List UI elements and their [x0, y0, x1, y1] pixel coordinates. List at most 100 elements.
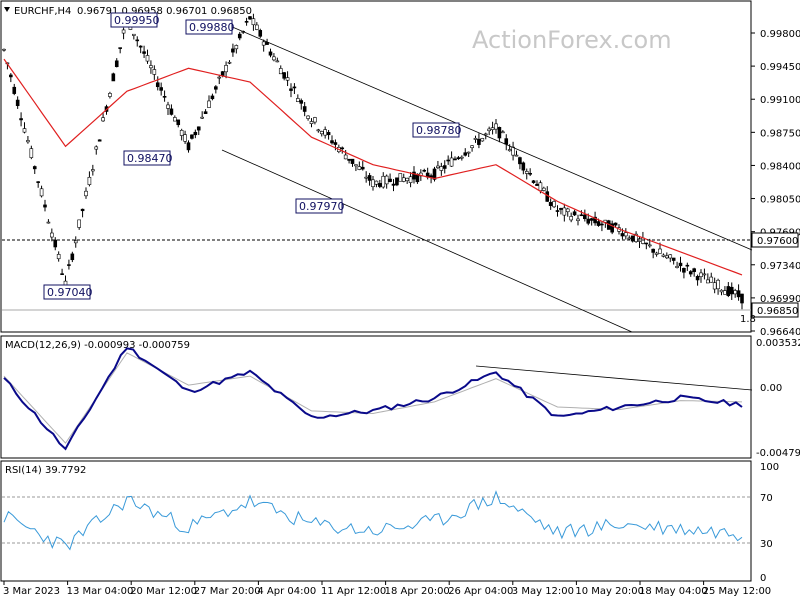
candle-body: [565, 208, 570, 213]
rsi-layer: [3, 490, 743, 551]
candle-body: [367, 175, 372, 181]
candle-body: [644, 242, 649, 245]
partial-label: 1.8: [740, 314, 756, 325]
candle-body: [210, 95, 215, 100]
rsi-tick-70: 70: [760, 493, 773, 504]
candle-body: [275, 60, 280, 63]
candle-body: [695, 276, 700, 281]
candle-body: [142, 51, 146, 54]
candle-body: [647, 244, 652, 247]
rsi-line: [3, 490, 743, 551]
candle-body: [733, 290, 737, 295]
candle-body: [388, 178, 392, 182]
candle-body: [101, 117, 105, 122]
macd-panel-frame: [0, 335, 752, 459]
collapse-arrow-icon[interactable]: [4, 7, 10, 12]
candle-body: [43, 204, 47, 208]
candle-body: [313, 117, 317, 123]
marker-0-97040: 0.97040: [43, 284, 93, 300]
candle-body: [671, 257, 676, 261]
candle-body: [272, 56, 276, 61]
candle-body: [231, 48, 235, 53]
candle-body: [634, 233, 638, 243]
candle-body: [80, 208, 85, 212]
candle-body: [661, 254, 666, 257]
candle-body: [196, 126, 201, 131]
marker-0-98780: 0.98780: [412, 122, 462, 138]
marker-label: 0.97970: [299, 200, 345, 213]
candle-body: [12, 86, 17, 94]
candle-body: [29, 148, 34, 158]
candle-body: [456, 157, 461, 160]
candle-body: [685, 264, 690, 267]
candle-body: [473, 137, 478, 140]
candle-body: [514, 154, 519, 157]
marker-0-99880: 0.99880: [185, 19, 235, 35]
candle-body: [354, 164, 358, 167]
candle-body: [179, 130, 184, 136]
candle-body: [548, 202, 553, 206]
candle-body: [56, 254, 61, 260]
candle-body: [712, 282, 717, 290]
candle-body: [593, 216, 597, 224]
candle-body: [716, 279, 720, 290]
candle-body: [497, 126, 502, 139]
header-symbol: EURCHF,H4: [14, 6, 71, 17]
candle-body: [371, 179, 375, 188]
candle-body: [159, 87, 163, 91]
candle-body: [535, 183, 539, 186]
level-tag: 0.97600: [757, 236, 798, 247]
candle-body: [135, 39, 140, 42]
x-tick-label: 27 Mar 20:00: [194, 586, 261, 597]
price-tick-label: 0.97340: [760, 261, 800, 272]
candle-body: [214, 86, 218, 90]
candle-body: [600, 223, 604, 226]
candle-body: [343, 154, 348, 160]
candle-body: [610, 223, 614, 233]
candle-body: [736, 290, 741, 298]
candle-body: [22, 128, 27, 133]
candle-body: [682, 267, 686, 273]
candle-body: [586, 218, 591, 224]
candle-body: [398, 173, 403, 182]
candle-body: [651, 248, 655, 253]
candle-body: [439, 166, 444, 171]
price-axis: 0.99800 0.99450 0.99100 0.98750 0.98400 0.980…: [751, 29, 800, 338]
candle-body: [326, 132, 331, 136]
candle-body: [596, 221, 601, 226]
candle-body: [483, 133, 488, 136]
candle-body: [309, 121, 314, 124]
candle-body: [678, 262, 683, 267]
candle-body: [289, 88, 293, 91]
candle-body: [319, 131, 324, 135]
candle-body: [675, 266, 679, 268]
candle-body: [412, 171, 416, 180]
candle-body: [268, 51, 273, 56]
candle-body: [207, 100, 211, 108]
x-tick-label: 13 Mar 04:00: [67, 586, 134, 597]
x-tick-label: 18 May 04:00: [639, 586, 708, 597]
candle-body: [381, 175, 386, 188]
candle-body: [702, 273, 707, 276]
candle-body: [552, 201, 556, 208]
rsi-title: RSI(14) 39.7792: [5, 465, 86, 476]
candle-body: [723, 290, 727, 295]
candle-body: [248, 16, 252, 20]
marker-0-98470: 0.98470: [123, 150, 173, 166]
candle-body: [138, 45, 143, 48]
candle-body: [302, 106, 307, 112]
candle-body: [620, 233, 625, 237]
price-tick-label: 0.96990: [760, 294, 800, 305]
candle-body: [278, 68, 283, 75]
candle-body: [176, 119, 181, 126]
candle-body: [234, 45, 239, 50]
candle-body: [494, 123, 498, 130]
candle-body: [531, 180, 536, 183]
macd-title: MACD(12,26,9) -0.000993 -0.000759: [5, 340, 190, 351]
candle-body: [442, 165, 447, 169]
candle-body: [155, 82, 160, 88]
candle-body: [145, 55, 150, 62]
candle-body: [87, 176, 92, 185]
candle-body: [166, 104, 170, 109]
candle-body: [408, 176, 413, 183]
